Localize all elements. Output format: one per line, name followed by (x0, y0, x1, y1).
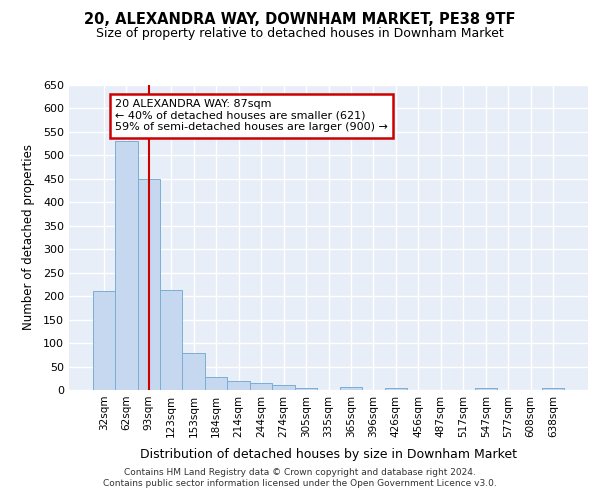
Bar (542, 388, 565, 390)
Text: Size of property relative to detached houses in Downham Market: Size of property relative to detached ho… (96, 28, 504, 40)
Y-axis label: Number of detached properties: Number of detached properties (22, 144, 35, 330)
Bar (160, 290, 182, 390)
Bar (227, 380, 250, 390)
Bar (295, 388, 317, 390)
Bar (475, 388, 497, 390)
Bar (137, 179, 160, 390)
Bar (182, 354, 205, 390)
Bar (340, 387, 362, 390)
Bar (92, 292, 115, 390)
X-axis label: Distribution of detached houses by size in Downham Market: Distribution of detached houses by size … (140, 448, 517, 461)
Bar (250, 384, 272, 390)
Text: 20 ALEXANDRA WAY: 87sqm
← 40% of detached houses are smaller (621)
59% of semi-d: 20 ALEXANDRA WAY: 87sqm ← 40% of detache… (115, 99, 388, 132)
Bar (115, 142, 137, 390)
Text: Contains HM Land Registry data © Crown copyright and database right 2024.
Contai: Contains HM Land Registry data © Crown c… (103, 468, 497, 487)
Text: 20, ALEXANDRA WAY, DOWNHAM MARKET, PE38 9TF: 20, ALEXANDRA WAY, DOWNHAM MARKET, PE38 … (84, 12, 516, 28)
Bar (385, 388, 407, 390)
Bar (205, 378, 227, 390)
Bar (272, 386, 295, 390)
